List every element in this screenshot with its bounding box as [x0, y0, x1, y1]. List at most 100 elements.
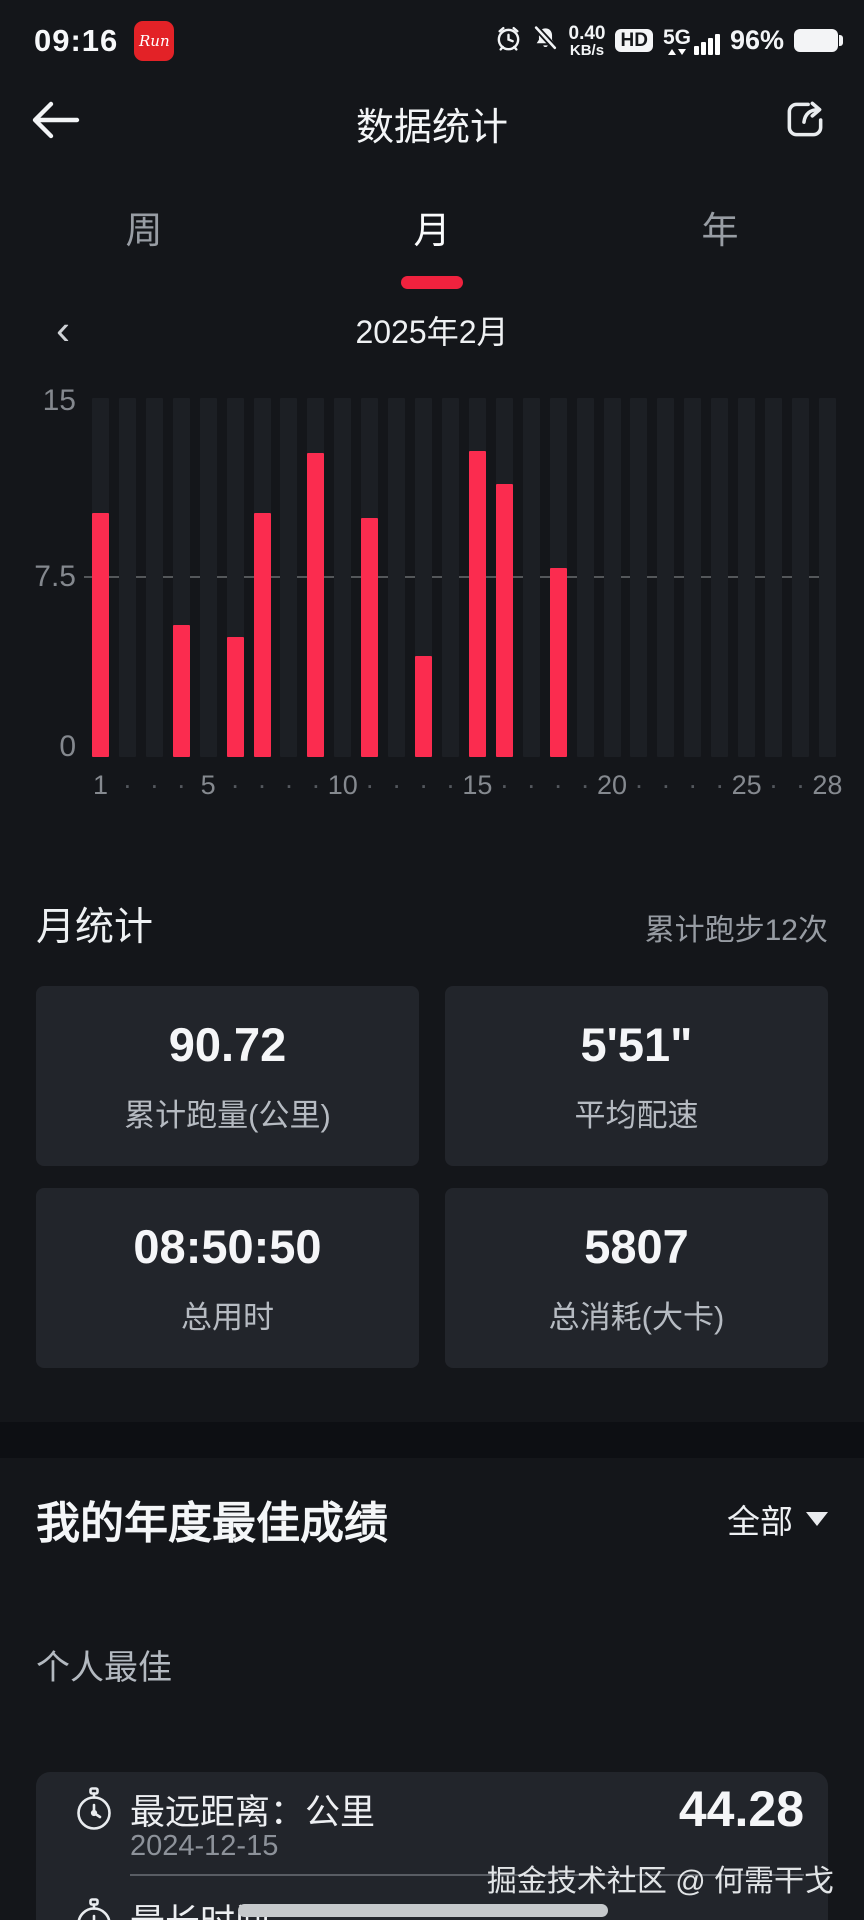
monthly-distance-chart: 15 7.5 0 1 · · · 5 · · · · 10 · · · · 15 · · · · 20 · · · · 25 · ·… [0, 386, 864, 830]
bar-day-1[interactable] [92, 398, 109, 757]
active-tab-underline [401, 276, 463, 289]
x-tick-18: · [553, 770, 563, 800]
bar-day-14[interactable] [441, 398, 459, 757]
bar-day-25[interactable] [738, 398, 756, 757]
filter-dropdown-label: 全部 [727, 1503, 793, 1540]
annual-best-header: 我的年度最佳成绩 全部 [36, 1482, 828, 1556]
back-arrow-icon [32, 101, 80, 139]
tab-label: 年 [701, 210, 739, 251]
y-tick-15: 15 [42, 384, 76, 417]
bar-day-21[interactable] [630, 398, 648, 757]
bar-day-7[interactable] [253, 398, 271, 757]
bar-day-17[interactable] [522, 398, 540, 757]
bar-day-2[interactable] [118, 398, 136, 757]
bar-day-9[interactable] [307, 398, 325, 757]
bar-day-4[interactable] [172, 398, 190, 757]
bar-day-6[interactable] [226, 398, 244, 757]
x-tick-20: 20 [597, 770, 628, 800]
watermark: 掘金技术社区 @ 何需干戈 [486, 1865, 834, 1898]
home-indicator[interactable] [238, 1904, 608, 1917]
x-tick-25: 25 [731, 770, 762, 800]
bar-fill-day-18 [549, 568, 567, 757]
bar-day-11[interactable] [361, 398, 379, 757]
x-tick-11: · [365, 770, 375, 800]
x-tick-1: 1 [92, 770, 109, 800]
chart-xlabels: 1 · · · 5 · · · · 10 · · · · 15 · · · · 20 · · · · 25 · · 28 [92, 770, 843, 801]
bar-day-18[interactable] [549, 398, 567, 757]
x-tick-15: 15 [462, 770, 493, 800]
x-tick-24: · [715, 770, 725, 800]
network-speed: 0.40 KB/s [568, 22, 606, 58]
filter-dropdown[interactable]: 全部 [727, 1495, 828, 1543]
bar-day-19[interactable] [576, 398, 594, 757]
personal-best-item-farthest[interactable]: 最远距离：公里 44.28 [72, 1780, 804, 1838]
network-type-group: 5G [663, 27, 691, 55]
x-tick-7: · [257, 770, 267, 800]
tabs: 周月年 [0, 200, 864, 289]
personal-best-item-longest[interactable]: 最长时间 [72, 1894, 270, 1920]
chevron-down-icon [806, 1512, 828, 1526]
back-button[interactable] [28, 96, 84, 144]
tab-week[interactable]: 周 [0, 200, 288, 289]
signal-strength-bars [693, 33, 720, 55]
stat-card-label: 平均配速 [574, 1098, 699, 1133]
bar-day-15[interactable] [468, 398, 486, 757]
page-title: 数据统计 [355, 107, 508, 149]
gridline-7-5 [84, 576, 836, 578]
bar-day-10[interactable] [334, 398, 352, 757]
bar-day-24[interactable] [711, 398, 729, 757]
hd-badge-icon: HD [615, 29, 653, 53]
x-tick-28: 28 [812, 770, 843, 800]
stat-card-label: 总用时 [181, 1300, 274, 1335]
battery-percent: 96% [729, 25, 784, 56]
personal-best-title: 个人最佳 [36, 1649, 172, 1687]
bar-day-3[interactable] [145, 398, 163, 757]
bar-fill-day-6 [226, 637, 244, 757]
bar-day-16[interactable] [495, 398, 513, 757]
bar-day-27[interactable] [791, 398, 809, 757]
x-tick-21: · [634, 770, 644, 800]
status-bar-left: 09:16 Run [34, 21, 175, 61]
bar-day-8[interactable] [280, 398, 298, 757]
x-tick-17: · [526, 770, 536, 800]
x-tick-14: · [445, 770, 455, 800]
x-tick-2: · [122, 770, 132, 800]
period-label: 2025年2月 [355, 314, 509, 350]
tab-month[interactable]: 月 [288, 200, 576, 289]
personal-best-item-value: 44.28 [678, 1781, 804, 1837]
x-tick-12: · [392, 770, 402, 800]
stat-card-label: 总消耗(大卡) [548, 1300, 725, 1335]
bar-day-12[interactable] [388, 398, 406, 757]
share-icon [787, 101, 823, 137]
bar-day-5[interactable] [199, 398, 217, 757]
bell-muted-icon [532, 25, 559, 57]
x-tick-5: 5 [200, 770, 216, 800]
network-speed-value: 0.40 [568, 22, 606, 44]
stat-card-value: 90.72 [168, 1018, 287, 1071]
bar-day-28[interactable] [818, 398, 836, 757]
x-tick-13: · [419, 770, 429, 800]
status-bar-right: 0.40 KB/s HD 5G 96% [495, 22, 843, 58]
bar-day-13[interactable] [415, 398, 433, 757]
x-tick-27: · [795, 770, 805, 800]
bar-day-26[interactable] [765, 398, 783, 757]
stat-card-3: 5807 总消耗(大卡) [445, 1188, 828, 1368]
y-tick-0: 0 [59, 730, 76, 763]
tab-label: 月 [413, 210, 451, 251]
alarm-clock-icon [495, 25, 522, 57]
stat-cards: 90.72 累计跑量(公里) 5'51" 平均配速 08:50:50 总用时 5807 总消耗… [36, 986, 828, 1368]
x-tick-10: 10 [327, 770, 358, 800]
medal-stopwatch-icon [77, 1897, 111, 1920]
previous-month-button[interactable]: ‹ [56, 306, 70, 353]
tab-label: 周 [125, 210, 163, 251]
tab-year[interactable]: 年 [576, 200, 864, 289]
network-type-label: 5G [662, 25, 691, 49]
status-bar: 09:16 Run 0.40 KB/s HD [34, 16, 843, 66]
x-tick-19: · [580, 770, 590, 800]
bar-day-20[interactable] [603, 398, 621, 757]
period-selector: ‹ 2025年2月 [0, 308, 864, 356]
bar-day-22[interactable] [657, 398, 675, 757]
bar-day-23[interactable] [684, 398, 702, 757]
personal-best-item-title: 最远距离：公里 [130, 1792, 376, 1832]
share-button[interactable] [780, 94, 830, 144]
